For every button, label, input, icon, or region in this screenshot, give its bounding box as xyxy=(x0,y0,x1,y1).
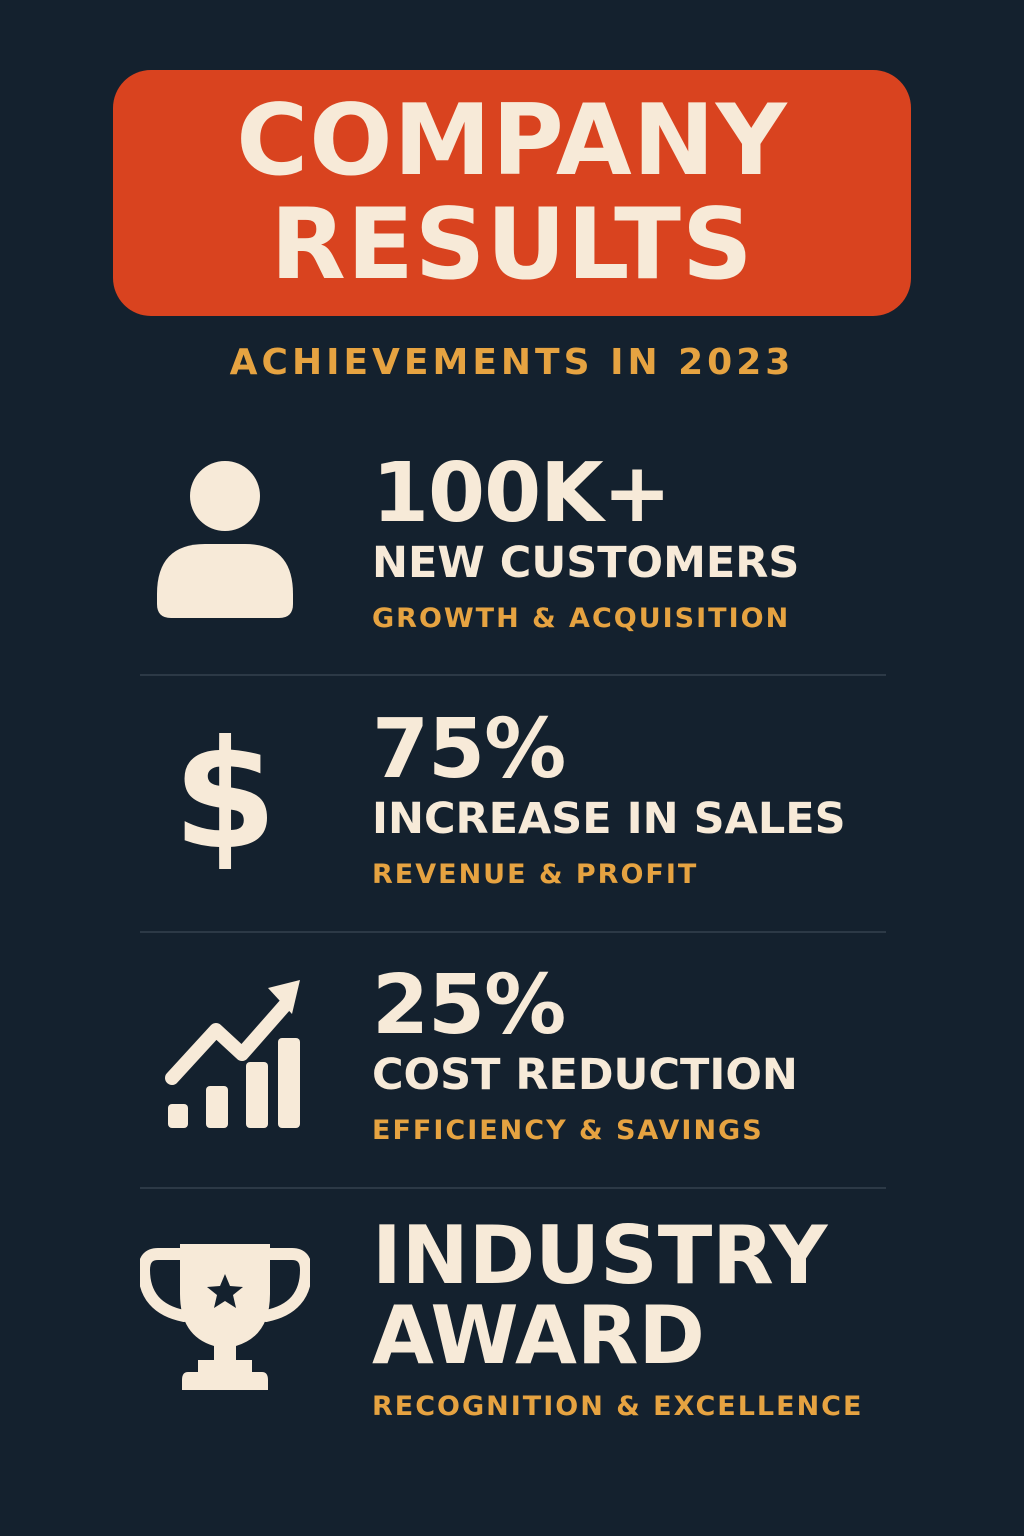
person-icon xyxy=(140,458,310,618)
stat-value: 100K+ xyxy=(372,446,671,541)
divider xyxy=(140,931,886,933)
growth-chart-icon xyxy=(140,972,310,1132)
stat-label-line-1: INDUSTRY xyxy=(372,1209,828,1302)
stat-subtitle: EFFICIENCY & SAVINGS xyxy=(372,1115,764,1146)
stat-subtitle: RECOGNITION & EXCELLENCE xyxy=(372,1391,864,1422)
title-line-2: RESULTS xyxy=(270,188,754,302)
stat-increase-in-sales: $ 75% INCREASE IN SALES REVENUE & PROFIT xyxy=(140,706,886,906)
stat-label: NEW CUSTOMERS xyxy=(372,538,800,588)
stat-value: 25% xyxy=(372,958,566,1053)
stat-text-group: 25% COST REDUCTION EFFICIENCY & SAVINGS xyxy=(372,962,892,1148)
stat-value: 75% xyxy=(372,702,566,797)
stat-cost-reduction: 25% COST REDUCTION EFFICIENCY & SAVINGS xyxy=(140,962,886,1162)
divider xyxy=(140,1187,886,1189)
stat-new-customers: 100K+ NEW CUSTOMERS GROWTH & ACQUISITION xyxy=(140,450,886,650)
stat-subtitle: GROWTH & ACQUISITION xyxy=(372,603,791,634)
stat-text-group: 75% INCREASE IN SALES REVENUE & PROFIT xyxy=(372,706,892,892)
subtitle: ACHIEVEMENTS IN 2023 xyxy=(229,342,795,383)
dollar-icon: $ xyxy=(140,716,310,876)
divider xyxy=(140,674,886,676)
stat-label-line-2: AWARD xyxy=(372,1289,705,1382)
stat-subtitle: REVENUE & PROFIT xyxy=(372,859,699,890)
title-line-1: COMPANY xyxy=(236,84,788,198)
stat-industry-award: INDUSTRY AWARD RECOGNITION & EXCELLENCE xyxy=(140,1216,886,1422)
trophy-icon xyxy=(140,1234,310,1390)
dollar-glyph: $ xyxy=(172,709,278,883)
stat-label: INCREASE IN SALES xyxy=(372,794,846,844)
stat-label: COST REDUCTION xyxy=(372,1050,798,1100)
stat-text-group: 100K+ NEW CUSTOMERS GROWTH & ACQUISITION xyxy=(372,450,892,636)
title-banner: COMPANY RESULTS xyxy=(113,70,911,316)
stat-text-group: INDUSTRY AWARD RECOGNITION & EXCELLENCE xyxy=(372,1216,892,1424)
